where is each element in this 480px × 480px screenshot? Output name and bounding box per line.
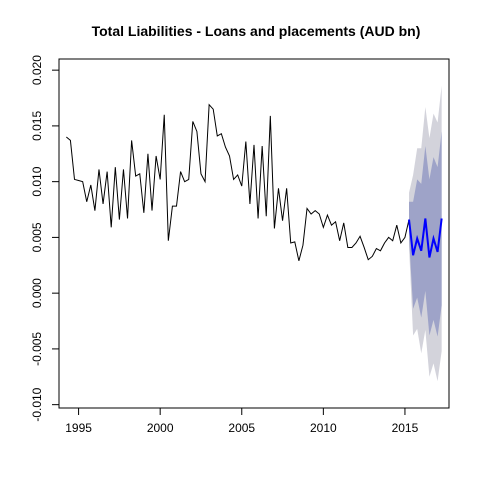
- forecast-line: [408, 218, 443, 258]
- y-axis: -0.010 -0.005 0.000 0.005 0.010 0.015 0.020: [30, 55, 60, 422]
- x-tick-label: 1995: [65, 421, 92, 435]
- y-tick-label: 0.020: [30, 55, 44, 85]
- x-tick-label: 2005: [228, 421, 255, 435]
- y-tick-label: -0.005: [30, 332, 44, 366]
- forecast-band-80: [409, 131, 442, 337]
- y-tick-label: -0.010: [30, 387, 44, 421]
- x-tick-label: 2010: [310, 421, 337, 435]
- chart-title: Total Liabilities - Loans and placements…: [92, 23, 421, 39]
- y-tick-label: 0.015: [30, 111, 44, 141]
- history-line: [66, 103, 410, 261]
- x-tick-label: 2000: [147, 421, 174, 435]
- series-lines: [66, 103, 443, 261]
- plot-frame: [58, 58, 450, 409]
- y-tick-label: 0.010: [30, 166, 44, 196]
- x-tick-label: 2015: [392, 421, 419, 435]
- forecast-bands: [409, 85, 442, 382]
- x-axis: 1995 2000 2005 2010 2015: [65, 407, 419, 435]
- y-tick-label: 0.005: [30, 222, 44, 252]
- y-tick-label: 0.000: [30, 278, 44, 308]
